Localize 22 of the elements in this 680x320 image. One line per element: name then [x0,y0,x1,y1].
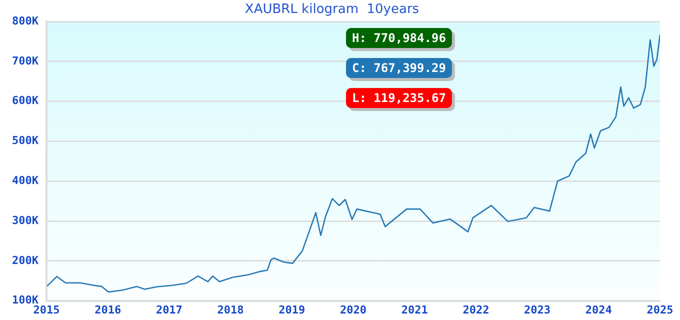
x-tick-label: 2018 [217,303,244,316]
annotation: H: 770,984.96 [352,31,446,46]
y-tick-label: 300K [12,214,39,227]
x-tick-label: 2017 [156,303,182,316]
annotation: C: 767,399.29 [352,61,446,76]
y-tick-label: 800K [12,14,39,28]
x-tick-label: 2019 [278,303,306,316]
y-tick-label: 700K [12,54,39,68]
x-tick-label: 2015 [33,303,60,316]
x-tick-label: 2022 [462,303,490,316]
y-tick-label: 200K [12,254,39,267]
x-tick-label: 2016 [94,303,122,316]
chart-title: XAUBRL kilogram 10years [244,2,420,18]
y-tick-label: 600K [12,94,39,108]
x-tick-label: 2021 [401,303,428,316]
x-tick-label: 2025 [646,303,674,316]
x-tick-label: 2020 [340,303,366,316]
y-tick-label: 500K [12,134,39,148]
annotation: L: 119,235.67 [352,91,446,106]
x-tick-label: 2023 [524,303,551,316]
x-tick-label: 2024 [585,303,612,316]
y-tick-label: 400K [12,174,39,187]
